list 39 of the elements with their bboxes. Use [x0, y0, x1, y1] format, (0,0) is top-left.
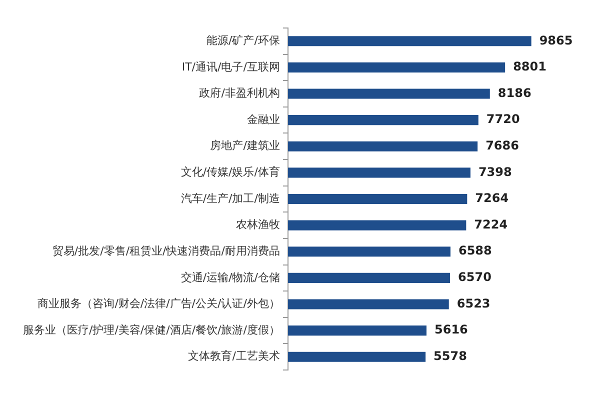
data-label: 8801: [513, 60, 546, 74]
y-tick-label: 金融业: [246, 112, 280, 126]
y-tick-label: 文化/传媒/娱乐/体育: [180, 166, 280, 179]
y-tick-label: 贸易/批发/零售/租赁业/快速消费品/耐用消费品: [52, 244, 280, 258]
y-tick-label: 能源/矿产/环保: [206, 34, 280, 48]
bar: [288, 115, 478, 126]
data-label: 6588: [458, 244, 492, 258]
data-label: 7264: [475, 191, 509, 206]
data-label: 7686: [486, 138, 519, 153]
y-tick-label: 文体教育/工艺美术: [188, 350, 280, 363]
data-label: 5578: [434, 348, 467, 363]
bar: [288, 246, 450, 257]
y-tick-label: 交通/运输/物流/仓储: [180, 270, 280, 284]
data-label: 9865: [539, 33, 573, 48]
bar: [288, 326, 426, 336]
data-label: 6523: [456, 296, 490, 310]
y-tick-label: 房地产/建筑业: [210, 139, 280, 152]
data-label: 7398: [478, 164, 512, 179]
bar: [288, 141, 478, 152]
y-tick-label: 农林渔牧: [236, 218, 280, 232]
data-label: 7224: [474, 217, 508, 232]
bar: [288, 36, 532, 46]
bar: [288, 194, 468, 204]
bar: [288, 352, 426, 362]
data-label: 7720: [486, 112, 520, 126]
data-label: 5616: [434, 322, 468, 337]
bar: [288, 272, 450, 283]
bar: [288, 168, 470, 178]
bar: [288, 220, 466, 230]
y-tick-label: 政府/非盈利机构: [199, 86, 280, 100]
data-label: 6570: [458, 270, 492, 284]
y-tick-label: IT/通讯/电子/互联网: [182, 60, 280, 74]
bar: [288, 88, 490, 99]
bar: [288, 299, 449, 310]
y-tick-label: 服务业（医疗/护理/美容/保健/酒店/餐饮/旅游/度假）: [22, 323, 280, 336]
data-label: 8186: [498, 86, 532, 100]
y-tick-label: 商业服务（咨询/财会/法律/广告/公关/认证/外包）: [38, 297, 280, 310]
y-tick-label: 汽车/生产/加工/制造: [180, 192, 280, 205]
bar: [288, 62, 506, 72]
